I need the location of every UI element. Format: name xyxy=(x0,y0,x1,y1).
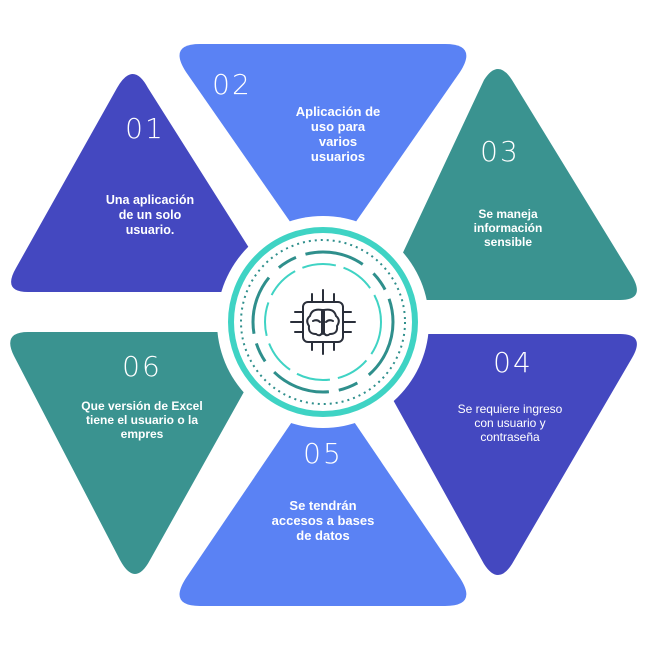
segment-06-text-line: empres xyxy=(121,427,164,441)
segment-04-text-line: Se requiere ingreso xyxy=(458,402,563,416)
segment-04-text-line: contraseña xyxy=(480,430,540,444)
segment-03-number: 03 xyxy=(480,135,520,168)
segment-01-text-line: Una aplicación xyxy=(106,193,194,207)
segment-05-text-line: de datos xyxy=(296,528,349,543)
segment-05-triangle xyxy=(179,397,467,606)
segment-04-number: 04 xyxy=(493,346,533,379)
segment-02-text-line: Aplicación de xyxy=(296,104,381,119)
segment-01-text-line: usuario. xyxy=(126,223,175,237)
segment-06-triangle xyxy=(10,332,269,574)
segment-05-text-line: accesos a bases xyxy=(272,513,375,528)
segment-06-text-line: tiene el usuario o la xyxy=(86,413,198,427)
center-dashed-ring xyxy=(251,250,395,394)
brain-chip-icon xyxy=(290,289,356,355)
segment-01-text-line: de un solo xyxy=(119,208,182,222)
segment-01-number: 01 xyxy=(125,112,165,145)
center-inner-ring xyxy=(264,263,382,381)
segment-02-text-line: varios xyxy=(319,134,357,149)
segment-02-number: 02 xyxy=(212,68,252,101)
segment-02-text-line: uso para xyxy=(311,119,366,134)
segment-03-text-line: Se maneja xyxy=(478,207,538,221)
segment-02-text-line: usuarios xyxy=(311,149,365,164)
segment-05-text-line: Se tendrán xyxy=(289,498,356,513)
segment-03-triangle xyxy=(387,69,637,300)
center-dotted-ring xyxy=(240,239,406,405)
segment-01-triangle xyxy=(11,74,267,292)
center-outer-ring xyxy=(228,227,418,417)
segment-04-text-line: con usuario y xyxy=(474,416,545,430)
segment-02-triangle xyxy=(179,44,467,249)
segment-06-text-line: Que versión de Excel xyxy=(81,399,202,413)
segment-04-triangle xyxy=(387,334,637,575)
center-emblem xyxy=(217,216,429,428)
segment-06-number: 06 xyxy=(122,350,162,383)
segment-03-text-line: sensible xyxy=(484,235,532,249)
segment-05-number: 05 xyxy=(303,437,343,470)
segment-03-text-line: información xyxy=(474,221,543,235)
